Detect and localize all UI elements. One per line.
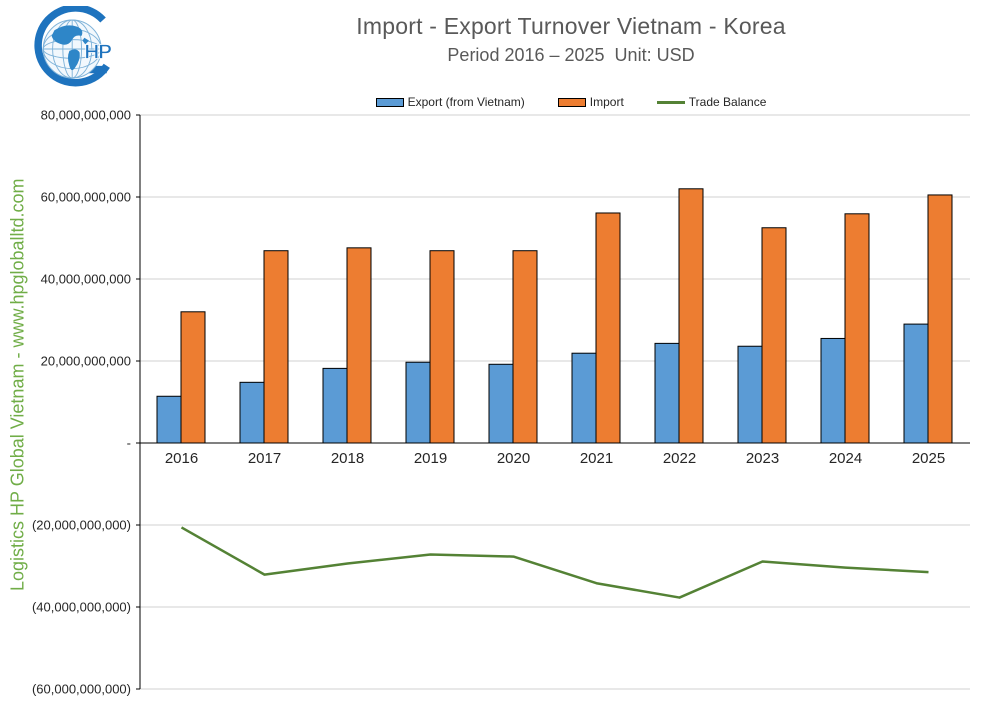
import-swatch-icon <box>557 97 586 107</box>
bar-import-2023 <box>761 227 787 444</box>
x-axis-label: 2023 <box>746 450 779 467</box>
chart-title: Import - Export Turnover Vietnam - Korea <box>356 13 786 39</box>
globe-logo-graphic: HP <box>34 4 113 87</box>
bar-import-2025 <box>927 194 953 444</box>
export-swatch-icon <box>375 97 404 107</box>
logo-monogram: HP <box>84 40 111 63</box>
bar-export-2025 <box>903 323 929 444</box>
bar-export-2019 <box>405 361 431 444</box>
x-axis-label: 2017 <box>248 450 281 467</box>
hp-global-logo: HP <box>28 4 122 92</box>
bar-export-2024 <box>820 337 846 444</box>
legend-label-import: Import <box>589 95 624 109</box>
legend-item-trade-balance: Trade Balance <box>656 95 767 109</box>
bar-export-2022 <box>654 342 680 444</box>
bar-import-2017 <box>263 250 289 444</box>
bar-export-2023 <box>737 345 763 444</box>
bar-export-2020 <box>488 363 514 444</box>
title-block: Import - Export Turnover Vietnam - Korea… <box>150 13 992 66</box>
legend-item-export: Export (from Vietnam) <box>375 95 525 109</box>
legend-label-export: Export (from Vietnam) <box>407 95 525 109</box>
legend-label-trade-balance: Trade Balance <box>688 95 767 109</box>
x-axis-label: 2022 <box>663 450 696 467</box>
y-axis-label: 40,000,000,000 <box>41 272 131 287</box>
bar-export-2017 <box>239 381 265 444</box>
y-axis-label: 80,000,000,000 <box>41 108 131 123</box>
x-axis-label: 2020 <box>497 450 530 467</box>
x-axis-label: 2016 <box>165 450 198 467</box>
bar-import-2021 <box>595 212 621 444</box>
y-axis-label: (40,000,000,000) <box>32 600 131 615</box>
y-axis-label: 60,000,000,000 <box>41 190 131 205</box>
x-axis-label: 2024 <box>829 450 862 467</box>
y-axis-label: (20,000,000,000) <box>32 518 131 533</box>
bar-import-2024 <box>844 213 870 444</box>
x-axis-label: 2025 <box>912 450 945 467</box>
logo-swoosh <box>34 4 110 87</box>
bar-import-2016 <box>180 311 206 444</box>
bar-import-2020 <box>512 250 538 444</box>
globe-continents <box>51 25 90 71</box>
bar-import-2019 <box>429 250 455 444</box>
trade-balance-line <box>180 526 929 599</box>
legend-item-import: Import <box>557 95 624 109</box>
chart-legend: Export (from Vietnam) Import Trade Balan… <box>150 92 992 112</box>
bar-import-2018 <box>346 247 372 444</box>
bar-export-2018 <box>322 367 348 444</box>
y-axis-label: 20,000,000,000 <box>41 354 131 369</box>
chart-subtitle: Period 2016 – 2025 Unit: USD <box>447 45 695 65</box>
bar-import-2022 <box>678 188 704 444</box>
bar-export-2016 <box>156 395 182 444</box>
x-axis-label: 2019 <box>414 450 447 467</box>
trade-balance-line-icon <box>656 100 685 104</box>
y-axis-label: - <box>127 436 131 451</box>
bar-export-2021 <box>571 352 597 444</box>
y-axis-label: (60,000,000,000) <box>32 682 131 697</box>
x-axis-label: 2021 <box>580 450 613 467</box>
x-axis-label: 2018 <box>331 450 364 467</box>
